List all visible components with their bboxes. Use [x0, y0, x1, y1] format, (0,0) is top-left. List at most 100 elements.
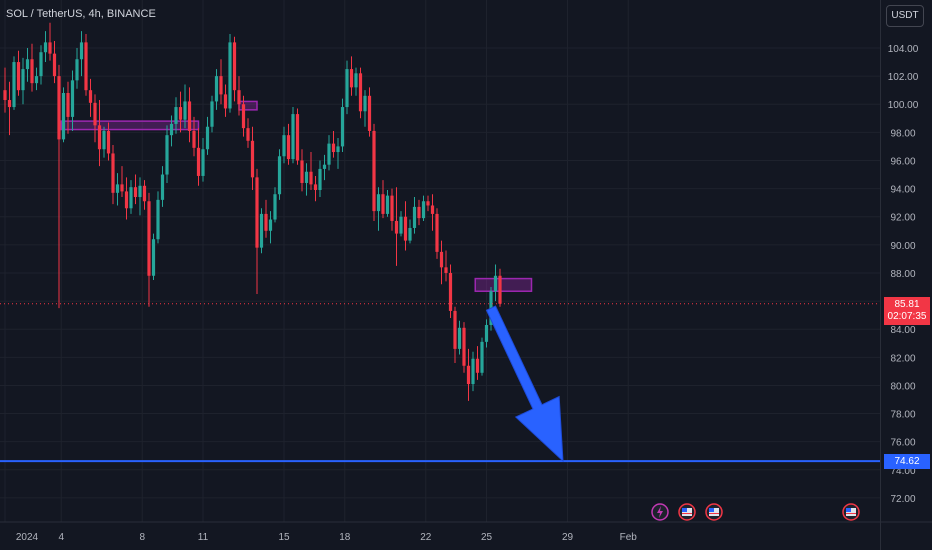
candle-body	[363, 95, 367, 112]
candle	[223, 84, 228, 117]
candle	[385, 190, 390, 217]
candle	[453, 306, 457, 363]
candle	[25, 48, 30, 82]
x-tick-label: 25	[481, 532, 493, 543]
candle	[79, 31, 84, 77]
candle	[187, 87, 192, 143]
candle	[462, 322, 466, 373]
x-tick-label: 15	[278, 532, 290, 543]
candle	[363, 90, 367, 127]
candle-body	[205, 126, 210, 150]
candle	[133, 174, 138, 205]
supply-zones[interactable]	[60, 100, 533, 292]
candle-body	[466, 365, 471, 385]
candle	[394, 187, 399, 266]
candle-body	[165, 135, 169, 175]
candle-body	[34, 76, 39, 84]
candle-body	[196, 147, 201, 176]
candle	[340, 98, 345, 153]
supply-zone	[474, 277, 533, 292]
candle-body	[61, 92, 66, 140]
candle-body	[475, 358, 480, 373]
candle-body	[223, 94, 228, 109]
candle-body	[412, 206, 417, 228]
candle-body	[241, 104, 246, 129]
candle-body	[390, 195, 394, 221]
y-tick-label: 76.00	[890, 438, 915, 449]
candle	[97, 100, 102, 167]
candle-body	[129, 187, 133, 209]
candle-body	[57, 76, 61, 140]
candle-body	[336, 146, 340, 153]
candle	[156, 191, 160, 244]
flag-event-icon	[842, 503, 860, 521]
y-tick-label: 96.00	[890, 156, 915, 167]
candle-body	[277, 156, 282, 195]
candle-body	[75, 59, 79, 81]
candle-body	[187, 101, 192, 131]
candle	[160, 166, 165, 207]
lightning-glyph	[657, 506, 663, 518]
candle	[480, 337, 484, 376]
candle	[93, 94, 97, 143]
candle-body	[138, 185, 142, 198]
candle	[52, 40, 57, 84]
down-arrow[interactable]	[485, 305, 564, 463]
candle-body	[214, 76, 219, 102]
price-axis[interactable]: 104.00 102.00 100.00 98.00 96.00 94.00 92.00 90…	[880, 0, 919, 550]
candle-body	[498, 275, 502, 304]
candle-body	[169, 123, 174, 136]
candle-body	[183, 101, 187, 120]
candle	[12, 56, 16, 110]
candle	[48, 22, 52, 61]
candle	[61, 87, 66, 143]
candle-body	[255, 177, 259, 248]
candle	[376, 187, 381, 231]
y-tick-label: 78.00	[890, 410, 915, 421]
x-tick-label: 11	[198, 532, 209, 543]
y-tick-label: 98.00	[890, 128, 915, 139]
candle	[313, 175, 318, 202]
candle-body	[124, 191, 129, 209]
candle-body	[151, 239, 156, 276]
lightning-event-icon	[651, 503, 669, 521]
candle	[43, 31, 48, 63]
candle	[412, 197, 417, 234]
candle-body	[372, 130, 376, 212]
candle-body	[97, 125, 102, 150]
symbol-legend: SOL / TetherUS, 4h, BINANCE	[6, 8, 156, 20]
candle-body	[133, 187, 138, 198]
candle-body	[43, 42, 48, 53]
candle-body	[52, 53, 57, 77]
candle-body	[300, 160, 304, 183]
y-tick-label: 80.00	[890, 381, 915, 392]
flag-event-icon	[705, 503, 723, 521]
candle	[457, 320, 462, 355]
candle	[336, 137, 340, 169]
candle-body	[259, 213, 264, 248]
candle-body	[295, 114, 300, 161]
candle-body	[430, 205, 435, 214]
candle-body	[349, 69, 354, 88]
candle	[196, 128, 201, 186]
candle-body	[448, 272, 453, 311]
candle	[268, 211, 273, 244]
candle	[16, 50, 21, 96]
candle-body	[264, 213, 268, 231]
candle-body	[21, 69, 25, 91]
candle	[66, 81, 70, 134]
currency-button[interactable]: USDT	[886, 5, 924, 27]
candle-body	[313, 184, 318, 191]
candle-body	[309, 171, 313, 185]
candle-body	[156, 199, 160, 240]
candle	[399, 211, 403, 237]
candle-body	[340, 107, 345, 147]
candle-body	[16, 62, 21, 91]
time-axis[interactable]: 2024 4 8 11 15 18 22 25 29 Feb	[0, 521, 932, 543]
y-tick-label: 84.00	[890, 325, 915, 336]
candle	[255, 168, 259, 295]
candle	[70, 70, 75, 131]
candle	[129, 180, 133, 214]
candle	[354, 67, 358, 96]
